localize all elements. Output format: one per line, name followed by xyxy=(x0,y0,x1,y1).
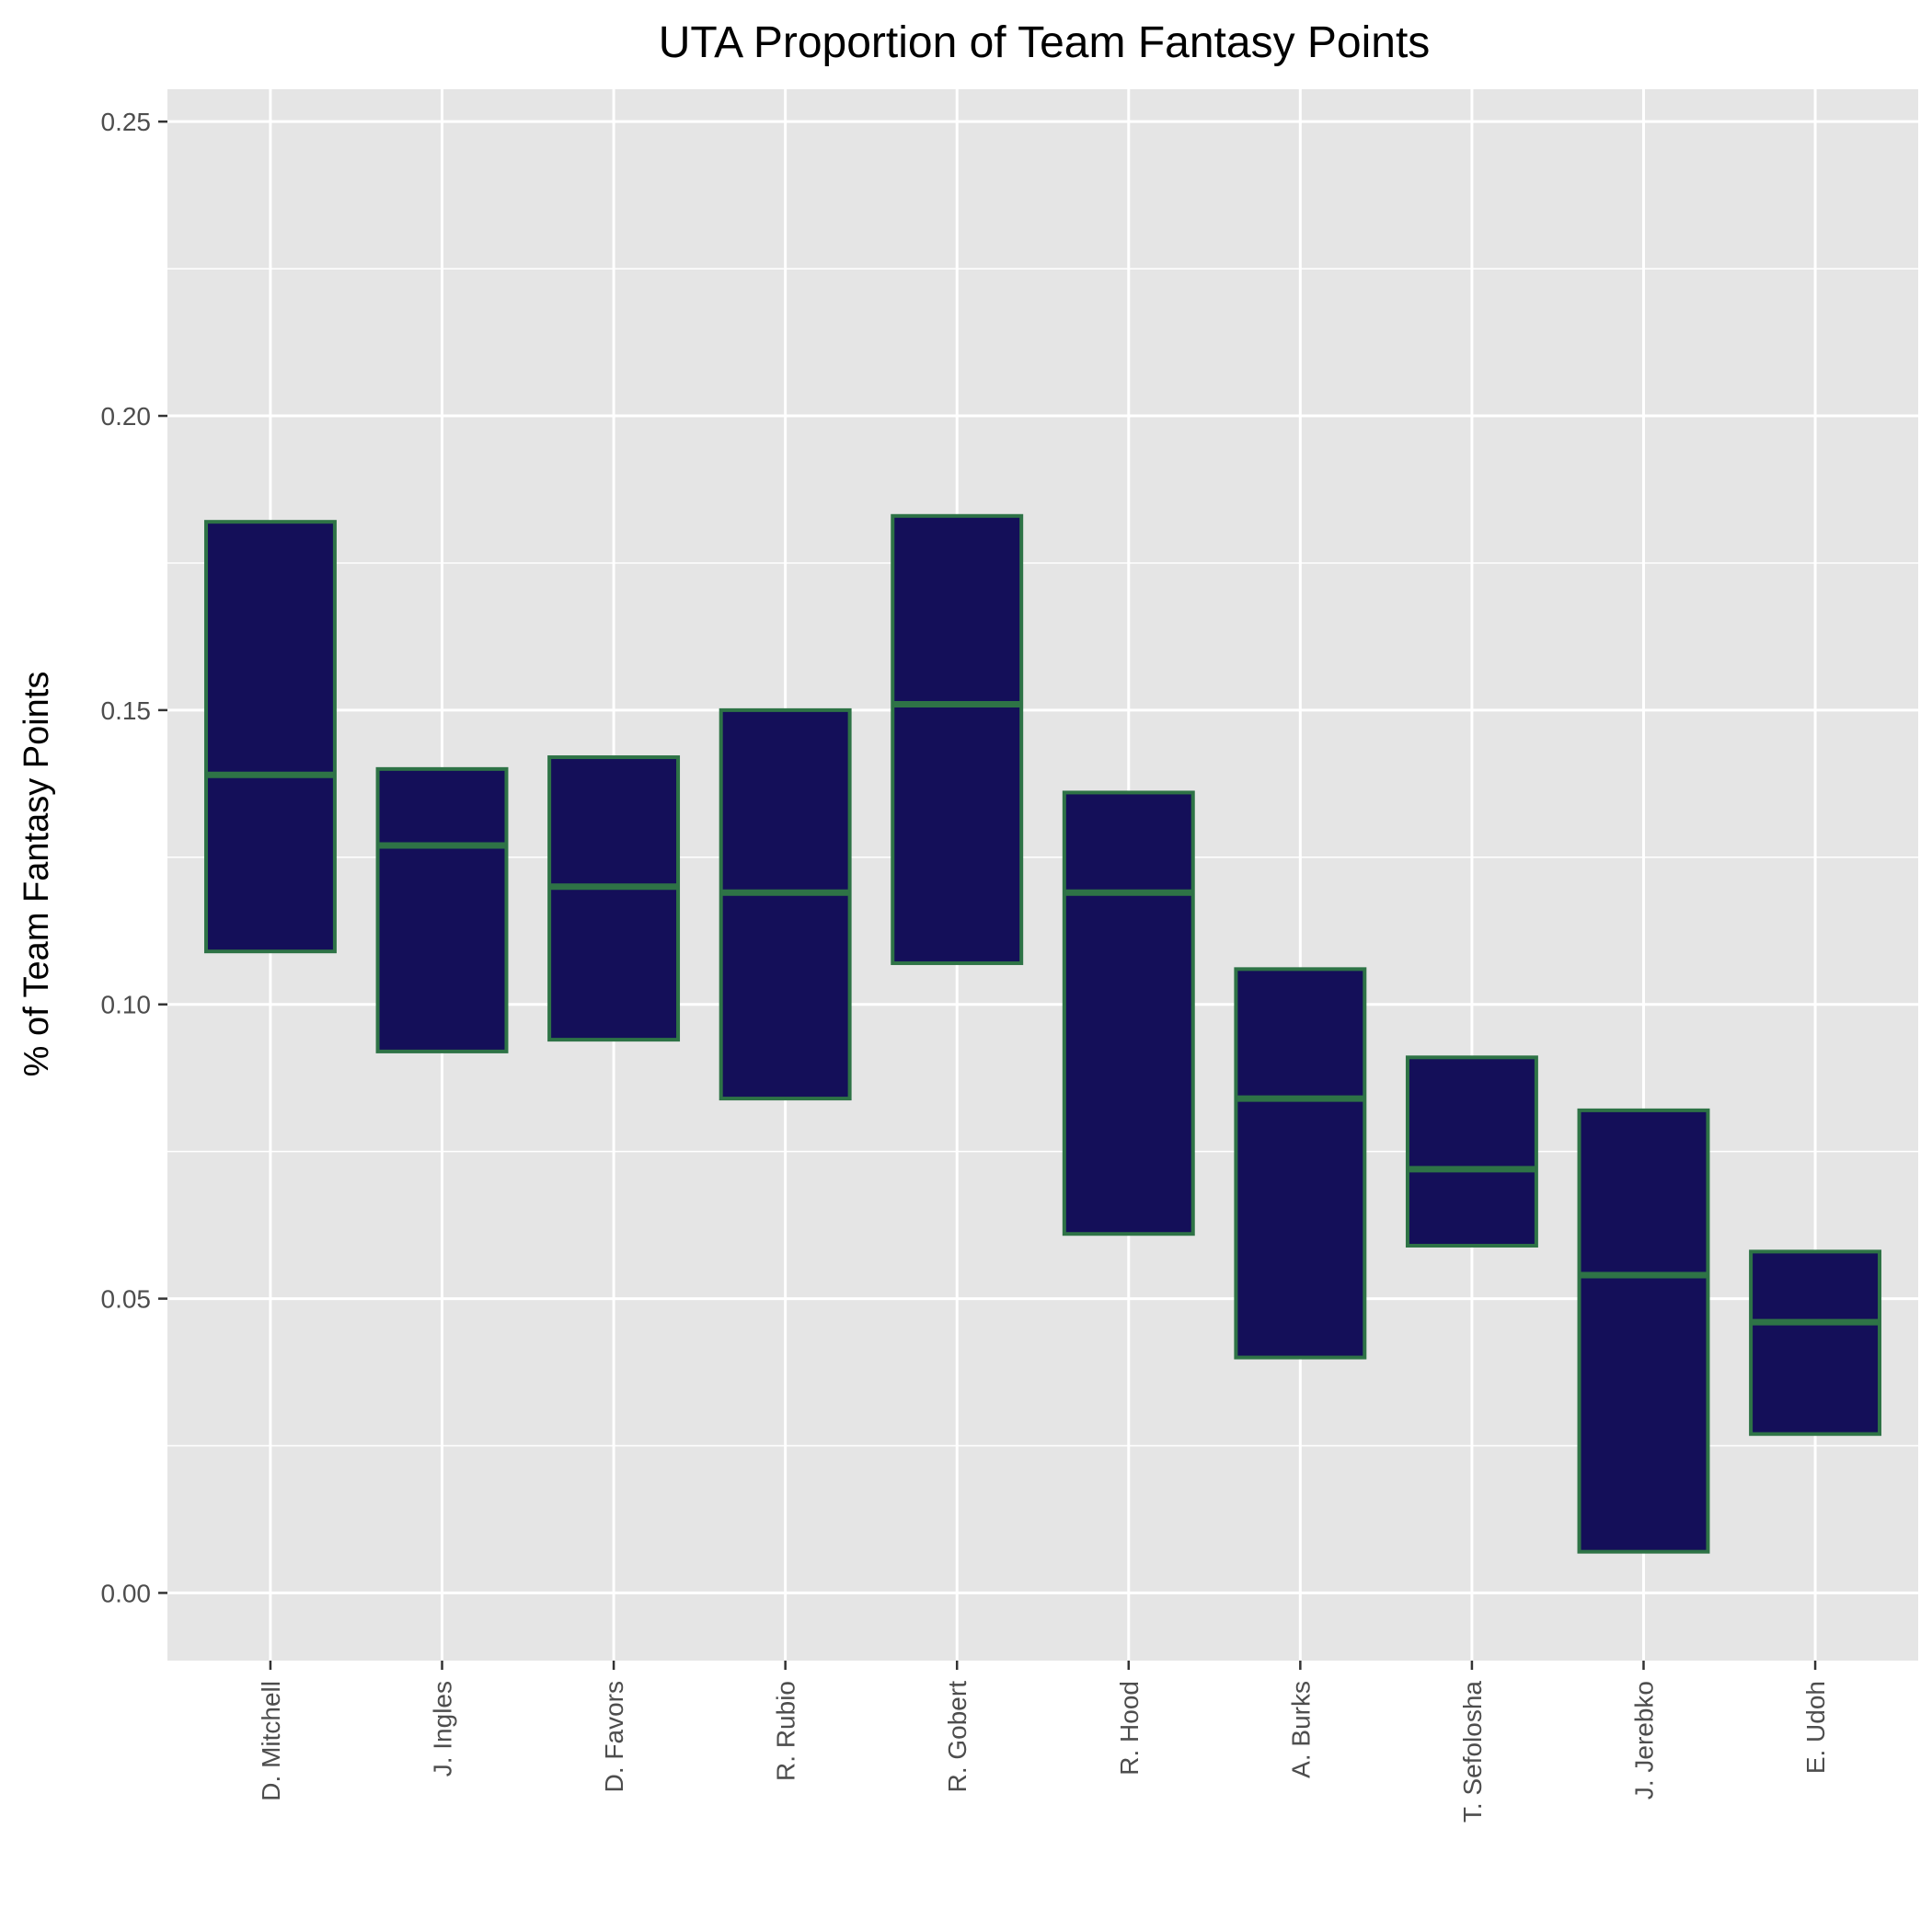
box-body xyxy=(1749,1249,1882,1436)
y-tick-label: 0.25 xyxy=(101,108,152,136)
x-tick-label: E. Udoh xyxy=(1801,1681,1830,1774)
box xyxy=(719,707,852,1101)
box-body xyxy=(1577,1108,1710,1554)
y-axis-title: % of Team Fantasy Points xyxy=(17,672,56,1077)
box xyxy=(203,520,337,954)
x-tick-label: R. Rubio xyxy=(772,1681,800,1781)
box-body xyxy=(1234,967,1367,1360)
y-tick-label: 0.05 xyxy=(101,1285,152,1314)
box xyxy=(1577,1108,1710,1554)
box-body xyxy=(547,755,681,1042)
plot-area: 0.00 0.05 0.10 0.15 0.20 0.25 D. Mitchell J. In… xyxy=(101,89,1918,1823)
x-tick-label: D. Mitchell xyxy=(257,1681,285,1801)
x-tick-label: J. Jerebko xyxy=(1629,1681,1658,1800)
x-tick-label: J. Ingles xyxy=(429,1681,457,1777)
box xyxy=(375,766,509,1053)
y-tick-label: 0.15 xyxy=(101,696,152,725)
y-tick-label: 0.20 xyxy=(101,402,152,431)
box-body xyxy=(719,707,852,1101)
box xyxy=(547,755,681,1042)
x-tick-label: A. Burks xyxy=(1286,1681,1315,1778)
box xyxy=(891,513,1024,965)
y-tick-label: 0.00 xyxy=(101,1579,152,1607)
x-tick-label: T. Sefolosha xyxy=(1458,1681,1487,1823)
y-tick-label: 0.10 xyxy=(101,991,152,1019)
box-body xyxy=(891,513,1024,965)
box xyxy=(1405,1055,1538,1248)
box-body xyxy=(203,520,337,954)
box xyxy=(1234,967,1367,1360)
x-tick-label: R. Gobert xyxy=(943,1681,972,1793)
box xyxy=(1062,790,1195,1236)
x-tick-label: R. Hood xyxy=(1115,1681,1144,1776)
box-body xyxy=(1405,1055,1538,1248)
chart-title: UTA Proportion of Team Fantasy Points xyxy=(659,18,1431,67)
box xyxy=(1749,1249,1882,1436)
x-tick-label: D. Favors xyxy=(600,1681,628,1792)
box-body xyxy=(375,766,509,1053)
box-body xyxy=(1062,790,1195,1236)
